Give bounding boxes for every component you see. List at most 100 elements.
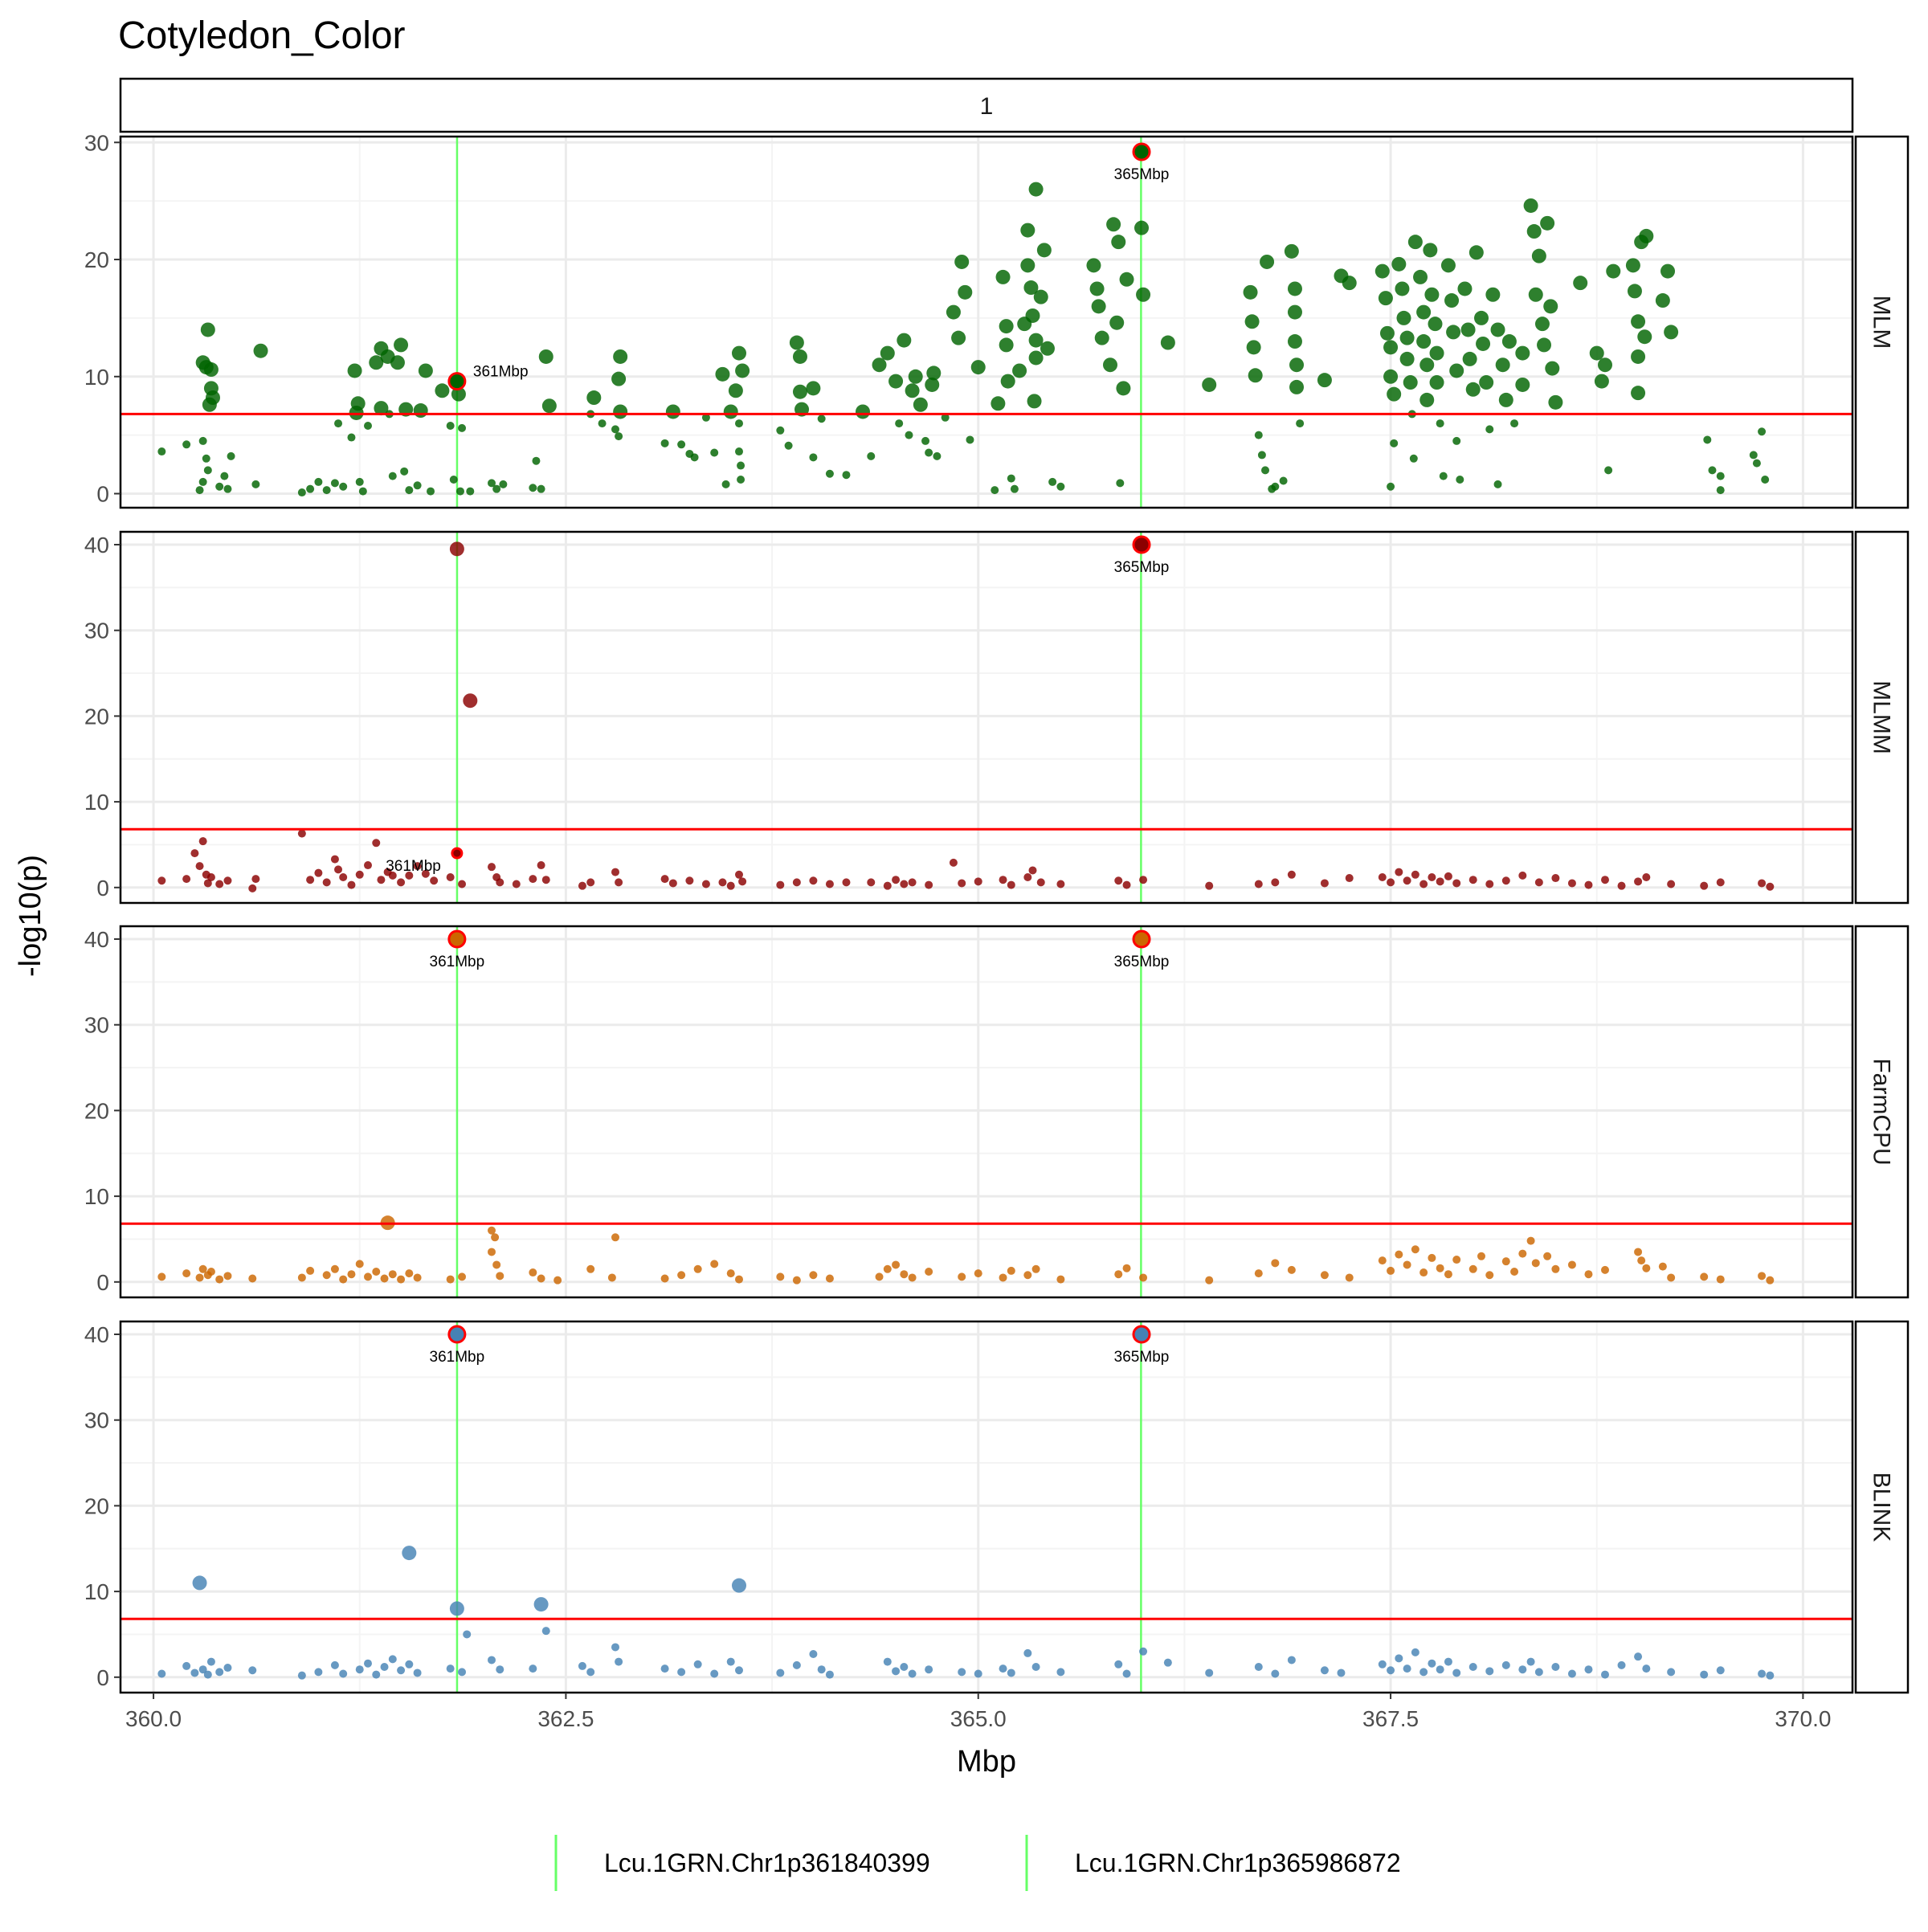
data-point — [693, 1660, 702, 1669]
data-point — [347, 1270, 356, 1279]
data-point — [1449, 363, 1464, 378]
data-point — [364, 861, 372, 870]
data-point — [693, 1264, 702, 1273]
data-point — [1543, 299, 1558, 314]
data-point — [1023, 1648, 1032, 1657]
data-point — [1027, 394, 1042, 409]
data-point — [867, 451, 876, 460]
x-axis-title: Mbp — [957, 1745, 1016, 1779]
data-point — [685, 876, 694, 885]
data-point — [1031, 1264, 1040, 1273]
data-point — [297, 1273, 306, 1282]
data-point — [1284, 243, 1299, 259]
data-point — [1260, 254, 1275, 269]
highlight-label: 361Mbp — [430, 954, 485, 970]
data-point — [900, 1662, 909, 1671]
data-point — [1387, 482, 1395, 491]
data-point — [991, 486, 999, 495]
data-point — [206, 1267, 215, 1276]
data-point — [1254, 1662, 1263, 1671]
data-point — [541, 398, 557, 414]
data-point — [732, 1578, 746, 1593]
data-point — [825, 1670, 834, 1679]
data-point — [913, 397, 928, 412]
y-tick-label: 40 — [84, 1322, 109, 1347]
data-point — [1540, 215, 1555, 231]
data-point — [1025, 308, 1040, 323]
data-point — [355, 1260, 364, 1268]
data-point — [1289, 379, 1305, 394]
data-point — [1379, 325, 1395, 341]
data-point — [1114, 1660, 1123, 1669]
highlight-label: 365Mbp — [1114, 954, 1170, 970]
data-point — [946, 304, 961, 320]
data-point — [933, 451, 942, 460]
data-point — [900, 880, 909, 888]
data-point — [1510, 419, 1519, 428]
data-point — [297, 1671, 306, 1680]
data-point — [668, 879, 677, 888]
data-point — [1716, 1275, 1725, 1284]
data-point — [1490, 322, 1505, 337]
data-point — [900, 1270, 909, 1279]
data-point — [1468, 1662, 1477, 1671]
data-point — [223, 1664, 232, 1673]
data-point — [1545, 361, 1560, 376]
data-point — [1617, 881, 1626, 890]
data-point — [1116, 479, 1125, 488]
data-point — [1122, 1264, 1131, 1272]
data-point — [449, 1601, 464, 1616]
data-point — [223, 876, 232, 885]
data-point — [203, 879, 212, 888]
data-point — [1395, 1654, 1403, 1663]
panel-border — [119, 925, 1854, 1299]
data-point — [463, 1630, 472, 1639]
data-point — [1637, 1256, 1646, 1265]
data-point — [792, 1660, 801, 1669]
data-point — [364, 421, 372, 430]
data-point — [413, 1273, 422, 1282]
data-point — [1498, 392, 1513, 407]
highlight-label: 361Mbp — [386, 858, 441, 875]
facet-strip-top — [119, 77, 1854, 133]
data-point — [1028, 182, 1044, 197]
data-point — [446, 872, 455, 881]
data-point — [1383, 369, 1399, 384]
data-point — [872, 357, 887, 373]
data-point — [402, 1546, 417, 1561]
data-point — [1033, 289, 1048, 304]
data-point — [1103, 357, 1117, 373]
data-point — [1409, 454, 1418, 463]
data-point — [1287, 1265, 1296, 1274]
data-point — [921, 436, 930, 445]
data-point — [223, 1272, 232, 1281]
data-point — [1007, 474, 1015, 483]
data-point — [949, 858, 958, 867]
data-point — [394, 337, 409, 353]
data-point — [715, 366, 730, 382]
data-point — [1589, 345, 1604, 361]
data-point — [529, 875, 537, 884]
data-point — [190, 849, 199, 858]
data-point — [400, 467, 409, 476]
panel-background — [120, 1321, 1852, 1693]
data-point — [892, 876, 901, 884]
data-point — [809, 876, 818, 885]
data-point — [1444, 872, 1452, 880]
data-point — [297, 488, 306, 497]
data-point — [1163, 1658, 1172, 1667]
data-point — [1531, 248, 1546, 263]
data-point — [488, 863, 496, 872]
data-point — [941, 413, 950, 422]
data-point — [339, 1669, 348, 1678]
data-point — [488, 1226, 496, 1235]
data-point — [1700, 1272, 1709, 1281]
data-point — [1567, 879, 1576, 888]
data-point — [1091, 299, 1106, 314]
panel-background — [120, 532, 1852, 903]
data-point — [737, 476, 745, 484]
data-point — [397, 1666, 406, 1675]
data-point — [1523, 198, 1538, 213]
data-point — [1460, 322, 1476, 337]
data-point — [1287, 870, 1296, 879]
